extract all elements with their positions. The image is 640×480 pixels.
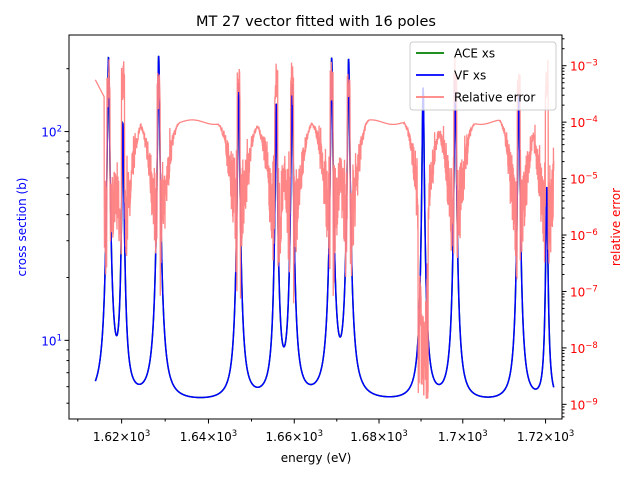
y-right-tick-label: 10−9 (570, 397, 598, 412)
y-right-tick-label: 10−7 (570, 284, 598, 299)
legend-label-ace-xs: ACE xs (454, 47, 495, 61)
y-right-tick-label: 10−5 (570, 172, 598, 187)
cross-section-series (94, 55, 555, 399)
x-tick-label: 1.7×103 (438, 429, 488, 444)
legend-label-vf-xs: VF xs (454, 69, 486, 83)
legend-label-relative-error: Relative error (454, 91, 535, 105)
plot-frame (68, 34, 563, 420)
y-right-tick-label: 10−3 (570, 59, 598, 74)
y-axis-right-label: relative error (609, 188, 623, 266)
x-tick-label: 1.66×103 (266, 429, 323, 444)
series-relative-error (94, 55, 555, 399)
x-tick-label: 1.62×103 (93, 429, 150, 444)
chart-title: MT 27 vector fitted with 16 poles (196, 14, 436, 30)
y-right-tick-label: 10−8 (570, 341, 598, 356)
y-right-tick-label: 10−4 (570, 115, 598, 130)
y-axis-left-label: cross section (b) (15, 178, 29, 277)
y-axis-left: 101 102 (41, 68, 69, 404)
y-left-tick-label: 101 (41, 333, 62, 348)
x-axis: 1.62×103 1.64×103 1.66×103 1.68×103 1.7×103 1… (77, 419, 574, 444)
y-left-tick-label: 102 (41, 125, 62, 140)
x-axis-label: energy (eV) (281, 451, 352, 465)
y-right-tick-label: 10−6 (570, 228, 598, 243)
relative-error-series (94, 55, 555, 399)
legend: ACE xs VF xs Relative error (409, 41, 557, 111)
x-tick-label: 1.68×103 (350, 429, 407, 444)
y-axis-right: 10−9 10−8 10−7 10−6 10−5 10−4 10−3 (562, 38, 598, 418)
series-vf-xs (94, 55, 555, 399)
x-tick-label: 1.72×103 (517, 429, 574, 444)
legend-box (409, 41, 557, 111)
x-tick-label: 1.64×103 (180, 429, 237, 444)
